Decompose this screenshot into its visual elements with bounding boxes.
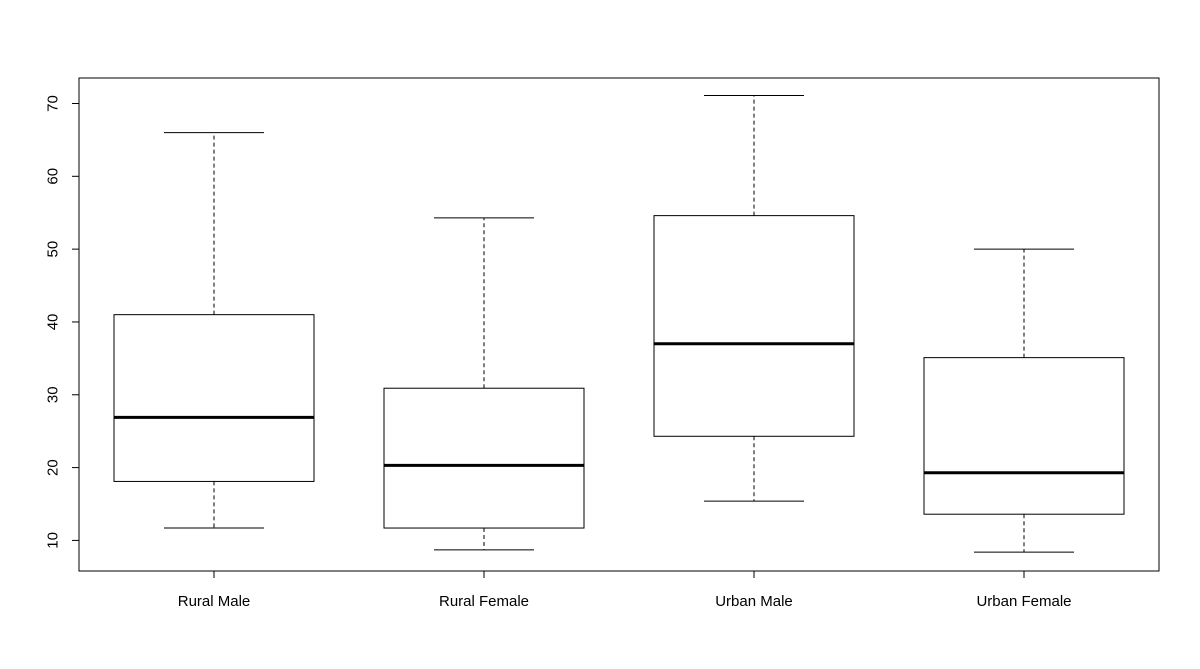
y-tick-label: 70 bbox=[45, 95, 62, 112]
y-tick-label: 30 bbox=[45, 386, 62, 403]
plot-frame bbox=[78, 77, 1160, 572]
box bbox=[113, 314, 315, 482]
box-group bbox=[653, 94, 855, 502]
box-group bbox=[383, 217, 585, 551]
box-group bbox=[113, 132, 315, 529]
x-category-label: Urban Female bbox=[976, 593, 1071, 610]
y-tick-label: 60 bbox=[45, 168, 62, 185]
x-category-label: Rural Male bbox=[178, 593, 251, 610]
box bbox=[653, 215, 855, 437]
boxes bbox=[113, 94, 1125, 553]
y-tick-label: 10 bbox=[45, 532, 62, 549]
y-tick-label: 50 bbox=[45, 241, 62, 258]
x-axis: Rural Male Rural Female Urban Male Urban Fe… bbox=[178, 571, 1072, 610]
y-tick-label: 20 bbox=[45, 459, 62, 476]
y-axis: 10 20 30 40 50 60 70 bbox=[45, 95, 79, 549]
x-category-label: Urban Male bbox=[715, 593, 793, 610]
box-group bbox=[923, 248, 1125, 553]
box bbox=[923, 357, 1125, 515]
y-tick-label: 40 bbox=[45, 314, 62, 331]
box bbox=[383, 387, 585, 529]
x-category-label: Rural Female bbox=[439, 593, 529, 610]
